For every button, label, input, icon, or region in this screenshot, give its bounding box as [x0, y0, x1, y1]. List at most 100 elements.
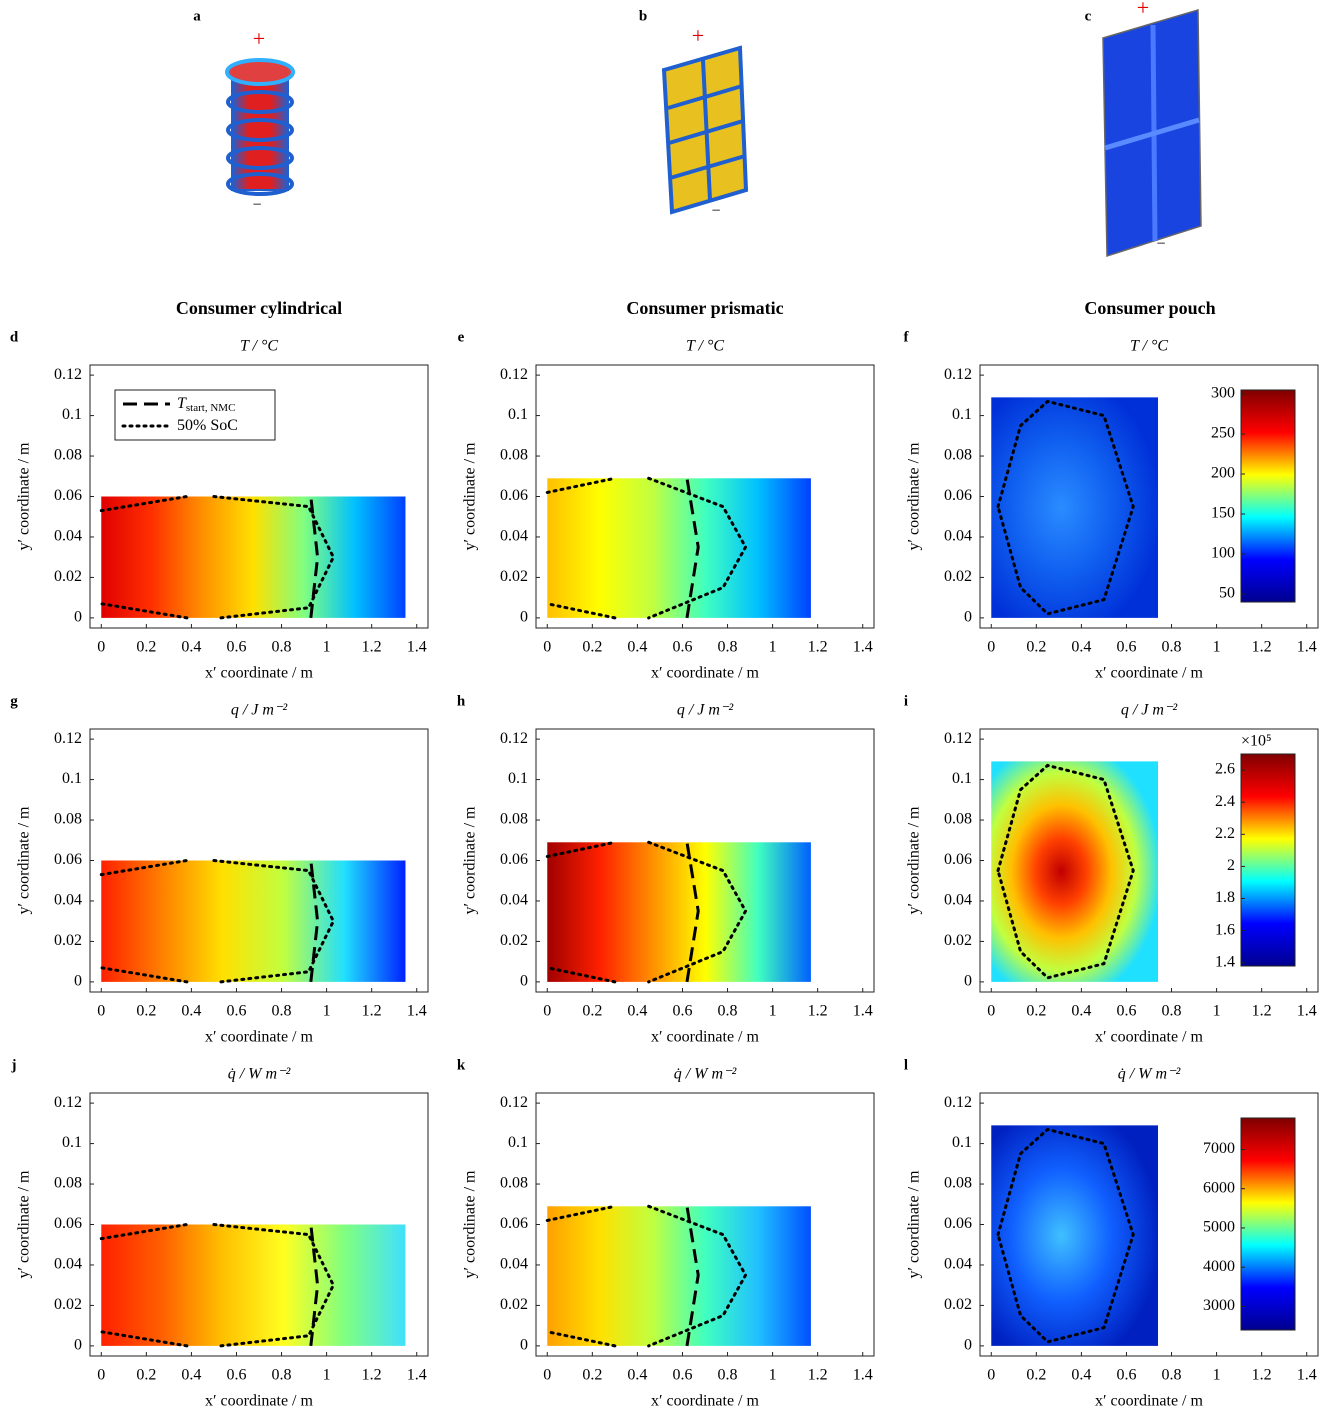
y-tick-label: 0.08	[54, 811, 82, 828]
x-axis-label: x′ coordinate / m	[651, 665, 759, 682]
x-axis-label: x′ coordinate / m	[1095, 1393, 1203, 1410]
x-tick-label: 0.2	[136, 1003, 156, 1020]
x-tick-label: 0.8	[272, 1003, 292, 1020]
x-axis-label: x′ coordinate / m	[651, 1029, 759, 1046]
y-axis-label: y′ coordinate / m	[906, 1170, 923, 1278]
legend-label: Tstart, NMC	[177, 395, 235, 414]
x-tick-label: 0.8	[1162, 1367, 1182, 1384]
x-tick-label: 1	[323, 1367, 331, 1384]
y-tick-label: 0	[74, 609, 82, 626]
dotted-line	[99, 859, 336, 984]
dotted-line	[996, 399, 1135, 616]
y-axis-label: y′ coordinate / m	[16, 806, 33, 914]
minus-sign: −	[1156, 236, 1165, 253]
x-tick-label: 0.2	[136, 639, 156, 656]
x-tick-label: 0	[97, 1367, 105, 1384]
y-tick-label: 0.12	[500, 1094, 528, 1111]
x-tick-label: 0	[987, 1003, 995, 1020]
y-tick-label: 0.1	[62, 770, 82, 787]
y-axis-label: y′ coordinate / m	[16, 1170, 33, 1278]
x-tick-label: 0.6	[672, 1367, 692, 1384]
colorbar-tick-label: 7000	[1203, 1140, 1235, 1157]
y-tick-label: 0.12	[54, 366, 82, 383]
colorbar-tick-label: 3000	[1203, 1297, 1235, 1314]
panel-label: g	[10, 693, 18, 709]
dotted-line	[996, 1127, 1135, 1344]
x-axis-label: x′ coordinate / m	[651, 1393, 759, 1410]
x-tick-label: 0	[543, 1003, 551, 1020]
y-tick-label: 0.06	[944, 487, 972, 504]
contour-field	[101, 1224, 406, 1346]
x-tick-label: 1	[769, 1003, 777, 1020]
x-tick-label: 1.4	[407, 1367, 427, 1384]
legend-label: 50% SoC	[177, 417, 238, 434]
x-axis-label: x′ coordinate / m	[205, 1393, 313, 1410]
y-tick-label: 0.06	[500, 487, 528, 504]
column-title: Consumer pouch	[1084, 298, 1215, 318]
y-axis-label: y′ coordinate / m	[906, 806, 923, 914]
colorbar	[1240, 753, 1296, 967]
y-tick-label: 0	[964, 609, 972, 626]
x-tick-label: 1.2	[808, 639, 828, 656]
contour-field	[991, 1125, 1159, 1346]
dotted-line	[99, 495, 336, 620]
y-tick-label: 0.04	[500, 892, 528, 909]
x-tick-label: 1	[323, 639, 331, 656]
panel-title: T / °C	[686, 338, 724, 355]
x-tick-label: 0.4	[181, 1003, 201, 1020]
contour-field	[547, 1206, 811, 1346]
x-tick-label: 1.4	[1297, 1003, 1317, 1020]
x-tick-label: 0.8	[272, 639, 292, 656]
y-tick-label: 0.12	[54, 1094, 82, 1111]
y-tick-label: 0.02	[500, 932, 528, 949]
colorbar-tick-label: 1.8	[1215, 889, 1235, 906]
colorbar-tick-label: 4000	[1203, 1258, 1235, 1275]
y-tick-label: 0.04	[500, 1256, 528, 1273]
x-tick-label: 0.4	[1071, 1367, 1091, 1384]
y-tick-label: 0.02	[500, 568, 528, 585]
y-tick-label: 0.06	[54, 487, 82, 504]
y-tick-label: 0.02	[54, 932, 82, 949]
illustration-c: c + −	[1085, 0, 1202, 258]
colorbar-tick-label: 5000	[1203, 1219, 1235, 1236]
ring	[226, 90, 294, 114]
y-tick-label: 0.02	[944, 568, 972, 585]
y-tick-label: 0.02	[54, 1296, 82, 1313]
y-tick-label: 0.02	[54, 568, 82, 585]
panel-label: c	[1085, 8, 1092, 24]
colorbar-tick-label: 2.2	[1215, 825, 1235, 842]
colorbar-tick-label: 2.6	[1215, 761, 1235, 778]
y-tick-label: 0.08	[500, 1175, 528, 1192]
panel-title: q / J m⁻²	[677, 702, 735, 719]
x-tick-label: 0.4	[627, 639, 647, 656]
panel-title: q / J m⁻²	[231, 702, 289, 719]
x-tick-label: 0.2	[582, 1003, 602, 1020]
y-axis-label: y′ coordinate / m	[16, 442, 33, 550]
x-tick-label: 1.4	[853, 1367, 873, 1384]
contour-field	[991, 761, 1159, 982]
y-tick-label: 0.08	[500, 447, 528, 464]
y-tick-label: 0.06	[54, 851, 82, 868]
y-tick-label: 0.08	[54, 1175, 82, 1192]
plus-sign: +	[1137, 0, 1149, 20]
x-tick-label: 1	[323, 1003, 331, 1020]
x-tick-label: 1.2	[362, 1003, 382, 1020]
x-tick-label: 1.4	[1297, 639, 1317, 656]
x-tick-label: 1	[1213, 1003, 1221, 1020]
legend-name: T	[177, 395, 187, 412]
y-tick-label: 0.06	[500, 1215, 528, 1232]
legend-subscript: start, NMC	[186, 402, 236, 414]
colorbar-tick-label: 250	[1211, 425, 1235, 442]
y-tick-label: 0.04	[944, 892, 972, 909]
x-tick-label: 0	[97, 1003, 105, 1020]
panel-label: a	[193, 8, 201, 24]
x-tick-label: 1.4	[407, 1003, 427, 1020]
x-tick-label: 0.4	[181, 639, 201, 656]
colorbar-tick-label: 2.4	[1215, 793, 1235, 810]
y-tick-label: 0	[74, 973, 82, 990]
y-tick-label: 0.02	[944, 932, 972, 949]
x-tick-label: 1.2	[1252, 1367, 1272, 1384]
minus-sign: −	[252, 197, 261, 214]
x-tick-label: 0.4	[181, 1367, 201, 1384]
y-tick-label: 0.06	[500, 851, 528, 868]
